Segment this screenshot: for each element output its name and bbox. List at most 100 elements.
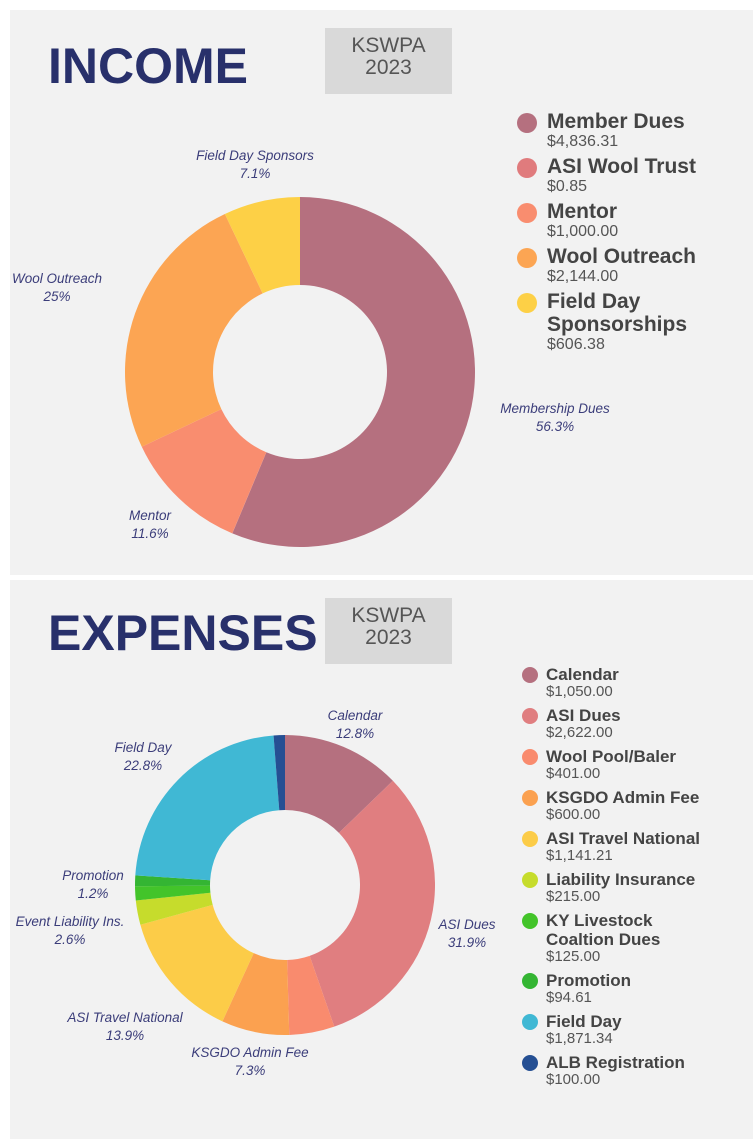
slice-percent: 11.6% bbox=[131, 526, 168, 541]
legend-swatch bbox=[522, 831, 538, 847]
legend-item: Mentor $1,000.00 bbox=[517, 200, 722, 241]
slice-label: Field Day Sponsors bbox=[196, 148, 314, 163]
legend-name: Wool Pool/Baler bbox=[546, 747, 677, 766]
slice-label: KSGDO Admin Fee bbox=[191, 1045, 308, 1060]
slice-label: Calendar bbox=[328, 708, 383, 723]
legend-amount: $0.85 bbox=[547, 178, 588, 195]
legend-text: Liability Insurance $215.00 bbox=[546, 870, 722, 905]
legend-swatch bbox=[517, 293, 537, 313]
legend-item: ASI Wool Trust $0.85 bbox=[517, 155, 722, 196]
badge-text: 2023 bbox=[365, 626, 412, 649]
legend-swatch bbox=[522, 913, 538, 929]
legend-text: Mentor $1,000.00 bbox=[547, 200, 722, 241]
legend-amount: $1,000.00 bbox=[547, 223, 619, 240]
legend-swatch bbox=[522, 749, 538, 765]
legend-item: KY Livestock Coaltion Dues $125.00 bbox=[522, 911, 722, 965]
legend-text: Member Dues $4,836.31 bbox=[547, 110, 722, 151]
legend-item: Liability Insurance $215.00 bbox=[522, 870, 722, 905]
legend-name: ASI Travel National bbox=[546, 829, 700, 848]
slice-percent: 25% bbox=[42, 289, 70, 304]
badge bbox=[325, 598, 452, 664]
legend-text: Promotion $94.61 bbox=[546, 971, 722, 1006]
legend-amount: $401.00 bbox=[546, 765, 601, 782]
legend: Calendar $1,050.00 ASI Dues $2,622.00 Wool P… bbox=[522, 665, 722, 1094]
legend-amount: $606.38 bbox=[547, 336, 605, 353]
legend-name: Promotion bbox=[546, 971, 631, 990]
slice bbox=[124, 213, 263, 447]
legend-text: ASI Dues $2,622.00 bbox=[546, 706, 722, 741]
slice bbox=[287, 955, 335, 1035]
legend-name: Field Day bbox=[546, 1012, 622, 1031]
legend-amount: $600.00 bbox=[546, 806, 601, 823]
legend-text: ASI Wool Trust $0.85 bbox=[547, 155, 722, 196]
legend-amount: $94.61 bbox=[546, 989, 592, 1006]
legend-item: Wool Outreach $2,144.00 bbox=[517, 245, 722, 286]
legend-swatch bbox=[522, 667, 538, 683]
legend-name: KSGDO Admin Fee bbox=[546, 788, 700, 807]
slice-label: Wool Outreach bbox=[12, 271, 102, 286]
slice-percent: 7.3% bbox=[235, 1063, 266, 1078]
badge bbox=[325, 28, 452, 94]
slice-percent: 31.9% bbox=[448, 935, 486, 950]
legend-text: ASI Travel National $1,141.21 bbox=[546, 829, 722, 864]
slice bbox=[135, 885, 211, 901]
legend-text: ALB Registration $100.00 bbox=[546, 1053, 722, 1088]
slice-label: ASI Travel National bbox=[66, 1010, 183, 1025]
legend-item: Wool Pool/Baler $401.00 bbox=[522, 747, 722, 782]
legend-text: Field Day $1,871.34 bbox=[546, 1012, 722, 1047]
legend-swatch bbox=[522, 1055, 538, 1071]
slice bbox=[232, 197, 475, 547]
slice-percent: 56.3% bbox=[536, 419, 574, 434]
slice-percent: 13.9% bbox=[106, 1028, 144, 1043]
legend-item: Field Day Sponsorships $606.38 bbox=[517, 290, 722, 354]
slice bbox=[135, 735, 280, 881]
legend-name: Wool Outreach bbox=[547, 245, 696, 268]
legend-amount: $1,141.21 bbox=[546, 847, 613, 864]
slice bbox=[309, 780, 435, 1027]
legend-swatch bbox=[522, 973, 538, 989]
slice-label: Mentor bbox=[129, 508, 172, 523]
slice bbox=[140, 904, 254, 1022]
legend-swatch bbox=[517, 203, 537, 223]
legend-text: Wool Pool/Baler $401.00 bbox=[546, 747, 722, 782]
legend-swatch bbox=[517, 248, 537, 268]
legend-amount: $100.00 bbox=[546, 1071, 601, 1088]
legend: Member Dues $4,836.31 ASI Wool Trust $0.85 M… bbox=[517, 110, 722, 358]
legend-item: Promotion $94.61 bbox=[522, 971, 722, 1006]
legend-item: ASI Dues $2,622.00 bbox=[522, 706, 722, 741]
legend-amount: $4,836.31 bbox=[547, 133, 619, 150]
slice-label: Event Liability Ins. bbox=[16, 914, 125, 929]
slice bbox=[224, 197, 300, 294]
slice bbox=[273, 735, 285, 811]
legend-name: Calendar bbox=[546, 665, 619, 684]
slice-label: ASI Dues bbox=[437, 917, 495, 932]
legend-item: Member Dues $4,836.31 bbox=[517, 110, 722, 151]
legend-item: ASI Travel National $1,141.21 bbox=[522, 829, 722, 864]
badge-text: 2023 bbox=[365, 56, 412, 79]
slice bbox=[135, 875, 211, 887]
legend-name: Mentor bbox=[547, 200, 617, 223]
badge-text: KSWPA bbox=[351, 604, 425, 627]
legend-text: KSGDO Admin Fee $600.00 bbox=[546, 788, 722, 823]
slice-label: Field Day bbox=[114, 740, 172, 755]
legend-item: ALB Registration $100.00 bbox=[522, 1053, 722, 1088]
legend-text: Field Day Sponsorships $606.38 bbox=[547, 290, 722, 354]
legend-swatch bbox=[517, 158, 537, 178]
legend-text: Wool Outreach $2,144.00 bbox=[547, 245, 722, 286]
legend-text: Calendar $1,050.00 bbox=[546, 665, 722, 700]
slice bbox=[232, 452, 267, 534]
legend-swatch bbox=[517, 113, 537, 133]
slice-percent: 22.8% bbox=[123, 758, 162, 773]
legend-name: ASI Dues bbox=[546, 706, 621, 725]
legend-name: Liability Insurance bbox=[546, 870, 696, 889]
legend-item: KSGDO Admin Fee $600.00 bbox=[522, 788, 722, 823]
legend-amount: $2,622.00 bbox=[546, 724, 613, 741]
legend-name: Field Day Sponsorships bbox=[547, 290, 688, 336]
legend-amount: $1,871.34 bbox=[546, 1030, 613, 1047]
legend-text: KY Livestock Coaltion Dues $125.00 bbox=[546, 911, 722, 965]
slice bbox=[285, 735, 393, 833]
slice bbox=[222, 953, 290, 1035]
legend-name: ALB Registration bbox=[546, 1053, 685, 1072]
